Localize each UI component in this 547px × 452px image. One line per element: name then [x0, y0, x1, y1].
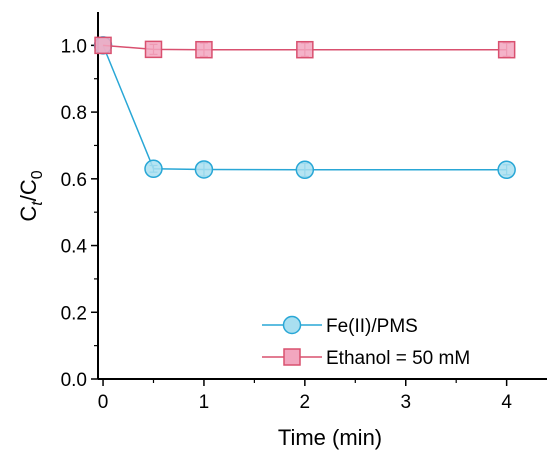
- series-0-point-4: [497, 160, 516, 180]
- x-tick-label-4: 4: [501, 392, 512, 413]
- series-0: [93, 36, 516, 180]
- series-0-point-1: [144, 159, 163, 179]
- plot-area: [97, 12, 547, 380]
- legend-label-fe-pms: Fe(II)/PMS: [326, 316, 418, 337]
- legend-item-ethanol: Ethanol = 50 mM: [262, 348, 470, 369]
- legend-item-fe-pms: Fe(II)/PMS: [262, 315, 418, 337]
- series-1-point-1: [144, 40, 163, 59]
- series-layer: [93, 36, 516, 180]
- series-1-point-2: [195, 40, 213, 59]
- series-1-point-4: [497, 40, 516, 59]
- legend: Fe(II)/PMS Ethanol = 50 mM: [262, 315, 470, 369]
- y-axis-title: Ct/C0: [16, 170, 46, 221]
- axis-ticks: 0 1 2 3 4 0.0 0.2 0.4 0.6 0.8 1.0: [61, 36, 513, 413]
- series-1-point-3: [296, 40, 314, 59]
- series-0-line: [102, 45, 507, 171]
- series-0-point-3: [295, 160, 315, 180]
- y-tick-label-0: 0.0: [61, 370, 87, 391]
- series-0-point-2: [194, 160, 214, 179]
- y-tick-label-1: 0.2: [61, 303, 87, 324]
- legend-marker-ethanol: [283, 348, 301, 366]
- legend-marker-fe-pms: [282, 315, 302, 335]
- x-tick-label-2: 2: [300, 392, 311, 413]
- x-tick-label-3: 3: [400, 392, 411, 413]
- legend-label-ethanol: Ethanol = 50 mM: [326, 348, 470, 369]
- series-1-point-0: [94, 36, 112, 55]
- y-axis-title-sub1: t: [29, 201, 46, 206]
- x-tick-label-1: 1: [199, 392, 210, 413]
- series-1: [94, 36, 516, 59]
- x-axis-title: Time (min): [278, 425, 382, 450]
- y-tick-label-4: 0.8: [61, 103, 87, 124]
- y-tick-label-3: 0.6: [61, 170, 87, 191]
- x-tick-label-0: 0: [98, 392, 109, 413]
- y-axis-title-main: C: [16, 206, 41, 222]
- y-axis-title-sub2: 0: [29, 170, 46, 179]
- y-tick-label-5: 1.0: [61, 36, 87, 57]
- y-tick-label-2: 0.4: [61, 237, 88, 258]
- y-axis-title-sep: /C: [16, 179, 41, 201]
